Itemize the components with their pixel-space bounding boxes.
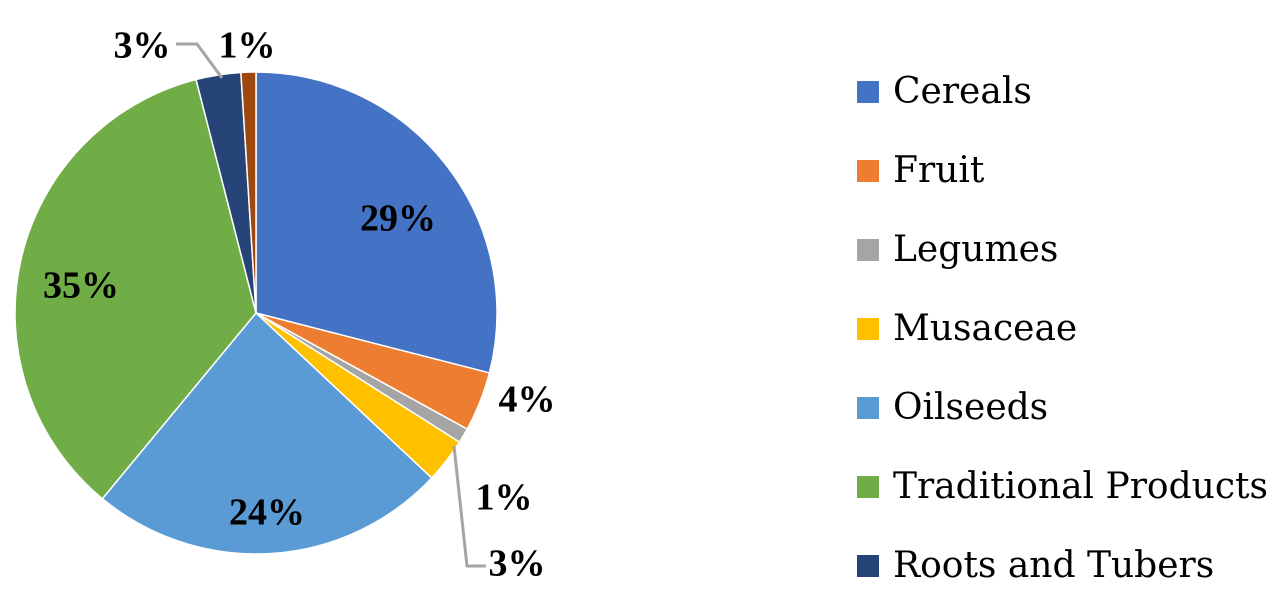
legend-swatch (857, 159, 879, 182)
pie-chart: 29% 4% 1% 3% 24% 35% 3% 1% (14, 25, 556, 585)
legend-item-fruit: Fruit (857, 131, 1268, 210)
leader-line (452, 445, 486, 568)
leader-lines (176, 42, 486, 568)
legend-label: Legumes (893, 228, 1059, 270)
data-label: 29% (360, 198, 436, 240)
data-label: 1% (476, 477, 533, 519)
legend-swatch (857, 554, 879, 577)
legend-item-traditional-products: Traditional Products (857, 447, 1268, 526)
pie-slice-other (240, 71, 257, 314)
legend-label: Musaceae (893, 307, 1078, 349)
pie-slice-cereals (255, 71, 498, 374)
legend-swatch (857, 396, 879, 419)
legend-swatch (857, 80, 879, 103)
legend-item-musaceae: Musaceae (857, 289, 1268, 368)
data-label: 35% (43, 265, 119, 307)
data-label: 4% (499, 379, 556, 421)
data-labels: 29% 4% 1% 3% 24% 35% 3% 1% (43, 25, 556, 585)
legend-swatch (857, 238, 879, 261)
legend-label: Traditional Products (893, 465, 1268, 507)
legend-label: Oilseeds (893, 386, 1049, 428)
legend-item-cereals: Cereals (857, 52, 1268, 131)
legend-item-legumes: Legumes (857, 210, 1268, 289)
data-label: 3% (489, 543, 546, 585)
legend-item-oilseeds: Oilseeds (857, 368, 1268, 447)
leader-line (176, 42, 224, 79)
legend-label: Cereals (893, 70, 1032, 112)
legend: Cereals Fruit Legumes Musaceae Oilseeds Tradi… (857, 52, 1268, 605)
data-label: 3% (114, 25, 171, 67)
legend-swatch (857, 317, 879, 340)
legend-swatch (857, 475, 879, 498)
pie-slice-oilseeds (101, 311, 433, 555)
pie-slices (14, 71, 498, 555)
data-label: 1% (219, 25, 276, 67)
legend-label: Fruit (893, 149, 985, 191)
legend-label: Roots and Tubers (893, 544, 1215, 586)
legend-item-roots-and-tubers: Roots and Tubers (857, 526, 1268, 605)
pie-slice-traditional-products (14, 78, 257, 500)
data-label: 24% (229, 492, 305, 534)
